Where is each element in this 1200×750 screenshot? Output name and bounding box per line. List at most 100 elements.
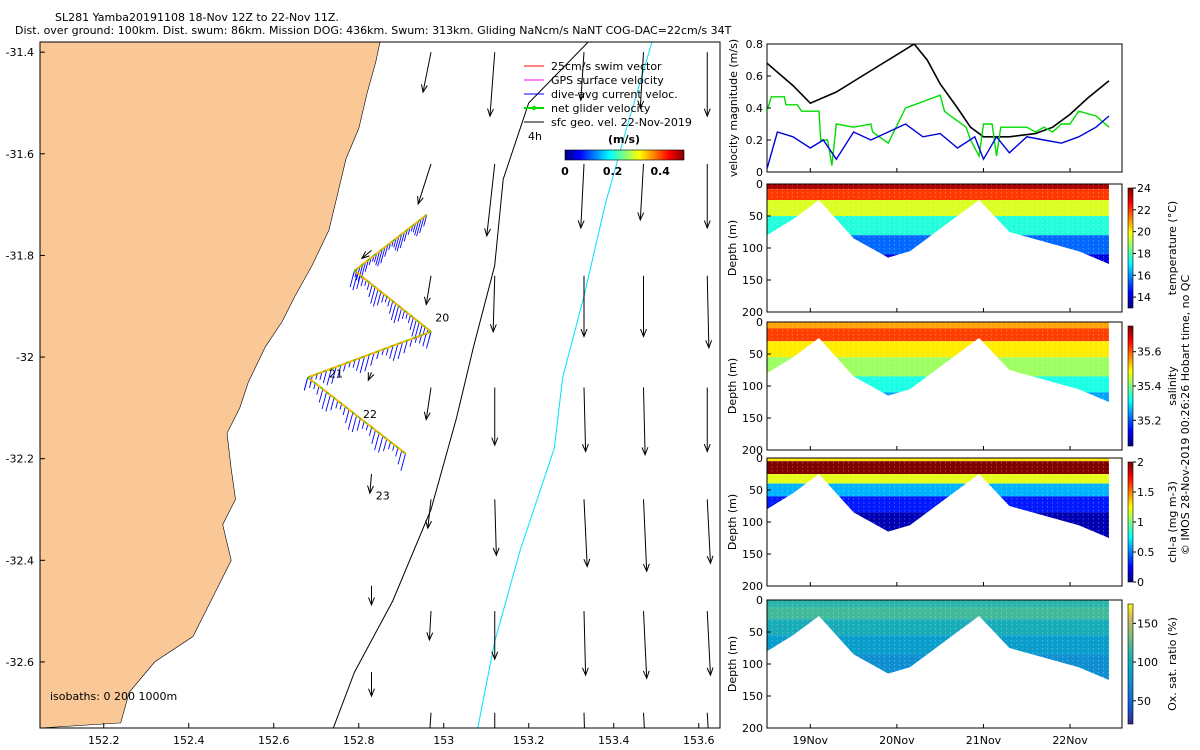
section-ytick-label-1-2: 100 (742, 380, 763, 393)
geo-vector-head-28 (642, 670, 650, 680)
section-ytick-label-0-3: 150 (742, 274, 763, 287)
geo-vector-25 (428, 611, 432, 640)
section-ylabel-0: Depth (m) (726, 220, 739, 276)
dive-avg-vector-1-8 (373, 289, 379, 307)
geo-vector-28 (643, 611, 648, 679)
dive-avg-vector-2-23 (319, 371, 323, 381)
dive-avg-vector-3-5 (321, 391, 327, 410)
geo-vector-head-16 (491, 437, 499, 447)
section-panel-1: 0 50 100 150 200 Depth (m) 14 16 18 20 22 24 tempera… (726, 178, 1179, 319)
day-label-23: 23 (376, 489, 390, 502)
dive-avg-vector-0-17 (375, 251, 380, 266)
dive-avg-vector-2-5 (403, 340, 408, 354)
velocity-line-blue (767, 115, 1110, 169)
section-ctick-label-0-1: 16 (1137, 269, 1151, 282)
time-tick-label-2: 21Nov (966, 734, 1002, 747)
section-band-1-3 (767, 357, 1109, 377)
map-xtick-label-6: 153.4 (598, 734, 630, 747)
geo-vector-head-27 (581, 667, 589, 677)
section-band-2-2 (767, 474, 1109, 484)
section-ylabel-2: Depth (m) (726, 494, 739, 550)
dive-avg-vector-2-12 (370, 352, 375, 366)
dive-avg-vector-1-2 (356, 275, 361, 290)
section-ctick-label-2-1: 0.5 (1137, 546, 1155, 559)
coastline-land (40, 42, 381, 728)
geo-vector-head-37 (367, 485, 374, 495)
geo-vector-21 (494, 499, 497, 556)
dive-avg-vector-3-24 (395, 447, 399, 457)
geo-vector-32 (583, 712, 585, 728)
dive-avg-vector-3-14 (356, 418, 361, 431)
geo-vector-head-7 (577, 220, 585, 230)
geo-vector-10 (425, 275, 432, 305)
section-ylabel-3: Depth (m) (726, 636, 739, 692)
dive-avg-vector-1-13 (389, 301, 394, 314)
section-colorbar-0 (1127, 187, 1134, 309)
legend-label-gps: GPS surface velocity (551, 74, 664, 87)
dive-avg-vector-1-14 (390, 303, 397, 321)
velocity-ytick-label-4: 0.8 (746, 38, 764, 51)
geo-vector-head-24 (706, 555, 714, 565)
dive-avg-vector-2-21 (326, 368, 332, 386)
dive-avg-vector-0-21 (364, 259, 369, 272)
dive-avg-vector-2-7 (392, 343, 399, 361)
section-band-0-3 (767, 216, 1109, 236)
dive-avg-vector-3-12 (347, 412, 354, 430)
dive-avg-vector-2-2 (418, 335, 422, 344)
velocity-line-black (767, 44, 1110, 138)
map-ytick-label-2: -31.8 (6, 249, 34, 262)
map-colorbar-tick-1: 0.2 (603, 165, 623, 178)
legend-label-net: net glider velocity (551, 102, 651, 115)
section-band-3-0 (767, 600, 1109, 608)
geo-vector-head-6 (484, 228, 491, 238)
geo-vector-29 (706, 611, 711, 676)
map-xtick-label-2: 152.6 (258, 734, 290, 747)
map-xtick-label-5: 153.2 (513, 734, 545, 747)
dive-avg-vector-3-21 (383, 438, 388, 452)
section-ctick-label-0-3: 20 (1137, 226, 1151, 239)
section-ctick-label-3-0: 50 (1137, 695, 1151, 708)
dive-avg-vector-3-18 (371, 430, 376, 444)
dive-avg-vector-1-9 (376, 291, 382, 306)
dive-avg-vector-2-20 (331, 366, 337, 384)
time-tick-label-0: 19Nov (793, 734, 829, 747)
dive-avg-vector-1-6 (368, 284, 373, 298)
geo-vector-head-4 (703, 108, 711, 118)
velocity-panel: 0 0.2 0.4 0.6 0.8 velocity magnitude (m/s) (727, 38, 1123, 179)
map-colorbar-ticks: 0 0.2 0.4 (561, 165, 670, 178)
geo-vector-6 (486, 163, 496, 237)
map-frame (39, 41, 721, 729)
section-band-1-0 (767, 322, 1109, 329)
dive-avg-vector-3-8 (335, 400, 339, 409)
legend-label-geo: sfc geo. vel. 22-Nov-2019 (551, 116, 692, 129)
map-ytick-label-6: -32.6 (6, 656, 34, 669)
dive-avg-vector-0-7 (403, 229, 408, 242)
section-band-3-1 (767, 607, 1109, 620)
map-xtick-label-3: 152.8 (343, 734, 375, 747)
day-label-22: 22 (363, 408, 377, 421)
section-ytick-label-0-2: 100 (742, 242, 763, 255)
map-legend: 25cm/s swim vector GPS surface velocity … (524, 60, 692, 178)
velocity-series (767, 44, 1110, 169)
geo-vector-head-23 (642, 563, 650, 573)
geo-vector-head-35 (360, 251, 370, 260)
dive-avg-vector-3-4 (318, 388, 324, 403)
map-xtick-label-0: 152.2 (88, 734, 120, 747)
dive-avg-vector-2-0 (426, 331, 432, 349)
legend-marker-net (531, 105, 537, 111)
figure-stats: Dist. over ground: 100km. Dist. swum: 86… (15, 24, 732, 37)
section-ytick-label-2-4: 200 (742, 580, 763, 593)
dive-avg-vector-3-15 (361, 421, 365, 429)
velocity-frame (766, 43, 1123, 173)
dive-avg-vector-2-4 (409, 338, 413, 347)
dive-avg-vector-0-8 (399, 231, 405, 249)
geo-vector-head-21 (492, 547, 500, 557)
geo-vector-head-29 (706, 667, 714, 677)
dive-avg-vector-1-20 (409, 317, 414, 331)
imos-credit: © IMOS 28-Nov-2019 00:26:26 Hobart time,… (1179, 275, 1192, 556)
geo-vector-head-14 (705, 340, 713, 350)
section-clabel-0: temperature (°C) (1166, 201, 1179, 295)
dive-avg-vector-2-13 (364, 354, 370, 372)
dive-avg-vector-2-1 (422, 333, 427, 347)
velocity-ytick-label-2: 0.4 (746, 102, 764, 115)
